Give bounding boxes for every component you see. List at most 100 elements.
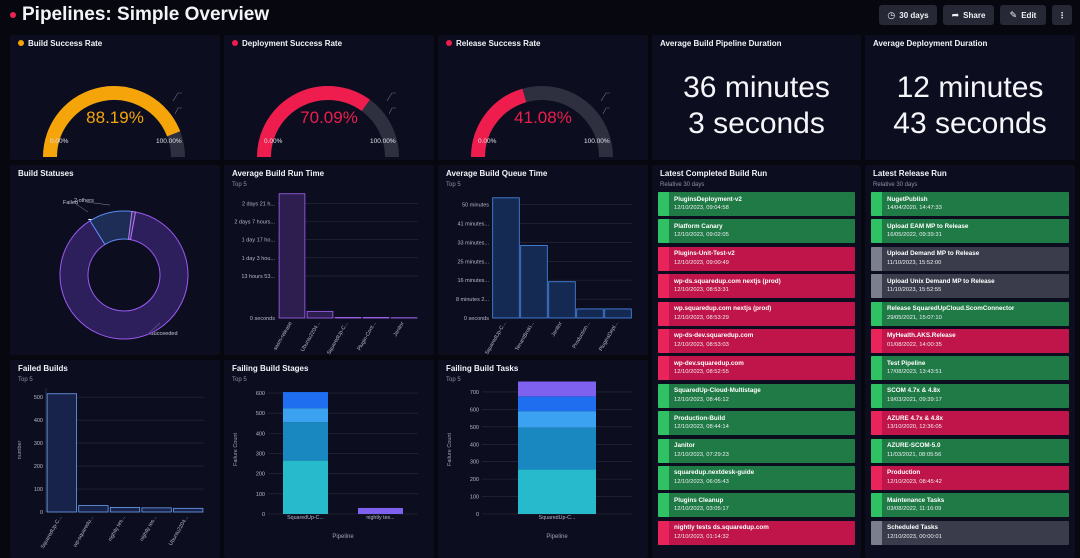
- run-name: Production: [887, 469, 921, 477]
- tile-failing-build-tasks[interactable]: Failing Build Tasks Top 5 700 600 500 400 30…: [438, 360, 648, 558]
- bar-segment: [283, 422, 328, 461]
- tile-avg-build-queue-time[interactable]: Average Build Queue Time Top 5 50 minute…: [438, 165, 648, 355]
- run-item[interactable]: SquaredUp-Cloud-Multistage 12/10/2023, 08…: [658, 383, 855, 408]
- run-date: 11/10/2023, 15:52:00: [887, 259, 942, 266]
- x-tick-label: Ubuntu2204...: [168, 515, 190, 547]
- run-item[interactable]: Production-Build 12/10/2023, 08:44:14: [658, 411, 855, 436]
- tile-latest-build-run[interactable]: Latest Completed Build Run Relative 30 d…: [652, 165, 861, 558]
- tile-release-success-rate[interactable]: Release Success Rate 41.08% 0.00% 100.00…: [438, 35, 648, 160]
- run-date: 29/05/2021, 15:07:10: [887, 314, 942, 321]
- y-tick-label: 16 minutes...: [458, 278, 490, 284]
- run-date: 13/10/2020, 12:36:05: [887, 424, 942, 431]
- run-item[interactable]: Scheduled Tasks 12/10/2023, 00:00:01: [871, 520, 1069, 545]
- gauge-max-label: 100.00%: [584, 138, 610, 145]
- bar: [46, 393, 77, 513]
- run-item[interactable]: wp-dev.squaredup.com 12/10/2023, 08:52:55: [658, 356, 855, 381]
- run-item[interactable]: Production 12/10/2023, 08:45:42: [871, 465, 1069, 490]
- bar: [520, 245, 548, 319]
- run-item[interactable]: NugetPublish 14/04/2020, 14:47:33: [871, 192, 1069, 216]
- run-item[interactable]: Release SquaredUpCloud.ScomConnector 29/0…: [871, 301, 1069, 326]
- y-tick-label: 200: [470, 477, 479, 483]
- run-item[interactable]: Test Pipeline 17/08/2023, 13:43:51: [871, 356, 1069, 381]
- duration-seconds: 43 seconds: [893, 107, 1047, 140]
- tile-avg-deployment-duration[interactable]: Average Deployment Duration 12 minutes 4…: [865, 35, 1075, 160]
- run-date: 12/10/2023, 03:05:17: [674, 506, 729, 513]
- run-name: AZURE 4.7x & 4.8x: [887, 414, 943, 422]
- run-name: PluginsDeployment-v2: [674, 195, 742, 203]
- x-axis-label: Pipeline: [546, 534, 568, 540]
- run-item[interactable]: Platform Canary 12/10/2023, 09:02:05: [658, 219, 855, 244]
- bar-segment: [518, 396, 596, 412]
- run-item[interactable]: SCOM 4.7x & 4.8x 19/03/2021, 09:39:17: [871, 383, 1069, 408]
- x-tick-label: Janitor: [393, 321, 406, 338]
- run-item[interactable]: AZURE-SCOM-5.0 11/03/2021, 08:05:56: [871, 438, 1069, 463]
- run-item[interactable]: MyHealth.AKS.Release 01/08/2022, 14:00:35: [871, 328, 1069, 353]
- share-button[interactable]: ➦ Share: [943, 5, 994, 25]
- y-tick-label: 2 days 21 h...: [242, 202, 275, 208]
- tile-build-statuses[interactable]: Build Statuses 2 others Failed 718 5816 …: [10, 165, 220, 355]
- run-name: Test Pipeline: [887, 359, 926, 367]
- donut-slice: [127, 210, 137, 241]
- run-item[interactable]: squaredup.nextdesk-guide 12/10/2023, 06:0…: [658, 465, 855, 490]
- bar-segment: [283, 392, 328, 409]
- run-item[interactable]: wp-ds.squaredup.com nextjs (prod) 12/10/2…: [658, 274, 855, 299]
- x-tick-label: Ubuntu2204...: [300, 321, 322, 353]
- status-stripe: [871, 383, 882, 408]
- run-item[interactable]: Upload EAM MP to Release 16/05/2022, 09:3…: [871, 219, 1069, 244]
- run-item[interactable]: Plugins-Unit-Test-v2 12/10/2023, 09:00:49: [658, 246, 855, 271]
- tile-avg-build-run-time[interactable]: Average Build Run Time Top 5 2 days 21 h…: [224, 165, 434, 355]
- tile-failed-builds[interactable]: Failed Builds Top 5 500 400 300 200 100 0 Squa…: [10, 360, 220, 558]
- run-item[interactable]: wp-ds-dev.squaredup.com 12/10/2023, 08:53…: [658, 328, 855, 353]
- y-tick-label: 400: [470, 442, 479, 448]
- gauge-value: 88.19%: [86, 108, 144, 127]
- more-options-button[interactable]: ⋮: [1052, 5, 1072, 25]
- tile-build-success-rate[interactable]: Build Success Rate 88.19% 0.00% 100.00%: [10, 35, 220, 160]
- gauge-leader: [386, 92, 396, 102]
- y-tick-label: 25 minutes...: [458, 259, 490, 265]
- run-date: 12/10/2023, 01:14:32: [674, 533, 729, 540]
- gauge-max-label: 100.00%: [370, 138, 396, 145]
- y-axis-label: Failure Count: [233, 433, 239, 466]
- edit-button[interactable]: ✎ Edit: [1000, 5, 1046, 25]
- gauge-leader: [600, 92, 610, 102]
- tile-subtitle: Top 5: [446, 377, 461, 383]
- run-item[interactable]: wp.squaredup.com nextjs (prod) 12/10/2023…: [658, 301, 855, 326]
- run-item[interactable]: AZURE 4.7x & 4.8x 13/10/2020, 12:36:05: [871, 411, 1069, 436]
- tile-subtitle: Relative 30 days: [660, 182, 705, 188]
- tile-deployment-success-rate[interactable]: Deployment Success Rate 70.09% 0.00% 100…: [224, 35, 434, 160]
- tile-title: Failing Build Tasks: [446, 364, 519, 373]
- run-item[interactable]: Janitor 12/10/2023, 07:29:23: [658, 438, 855, 463]
- bar: [604, 308, 632, 319]
- status-stripe: [871, 493, 882, 518]
- run-item[interactable]: Upload Unix Demand MP to Release 11/10/20…: [871, 274, 1069, 299]
- x-tick-label: SquaredUp-C...: [484, 321, 508, 355]
- gauge-max-label: 100.00%: [156, 138, 182, 145]
- y-tick-label: 600: [470, 407, 479, 413]
- run-item[interactable]: nightly tests ds.squaredup.com 12/10/2023…: [658, 520, 855, 545]
- more-icon: ⋮: [1058, 10, 1066, 20]
- gauge-min-label: 0.00%: [478, 138, 497, 145]
- header-bar: Pipelines: Simple Overview ◷ 30 days ➦ Sha…: [0, 0, 1080, 32]
- x-tick-label: nightly tes...: [107, 515, 126, 542]
- run-date: 19/03/2021, 09:39:17: [887, 396, 942, 403]
- run-item[interactable]: Upload Demand MP to Release 11/10/2023, 1…: [871, 246, 1069, 271]
- run-item[interactable]: Plugins Cleanup 12/10/2023, 03:05:17: [658, 493, 855, 518]
- run-item[interactable]: PluginsDeployment-v2 12/10/2023, 09:04:58: [658, 192, 855, 216]
- run-date: 12/10/2023, 09:02:05: [674, 232, 729, 239]
- run-name: Platform Canary: [674, 222, 723, 230]
- tile-failing-build-stages[interactable]: Failing Build Stages Top 5 600 500 400 300 2…: [224, 360, 434, 558]
- y-tick-label: 0: [40, 510, 43, 516]
- run-item[interactable]: Maintenance Tasks 03/08/2022, 11:16:09: [871, 493, 1069, 518]
- status-stripe: [658, 274, 669, 299]
- y-tick-label: 400: [34, 418, 43, 424]
- timeframe-button[interactable]: ◷ 30 days: [879, 5, 937, 25]
- bar: [141, 507, 172, 513]
- y-tick-label: 41 minutes...: [458, 221, 490, 227]
- tile-latest-release-run[interactable]: Latest Release Run Relative 30 days Nuge…: [865, 165, 1075, 558]
- tile-avg-build-duration[interactable]: Average Build Pipeline Duration 36 minut…: [652, 35, 861, 160]
- run-name: Upload Demand MP to Release: [887, 250, 980, 258]
- y-tick-label: 600: [256, 391, 265, 397]
- run-name: Scheduled Tasks: [887, 524, 938, 532]
- run-name: Release SquaredUpCloud.ScomConnector: [887, 305, 1015, 313]
- tile-subtitle: Top 5: [18, 377, 33, 383]
